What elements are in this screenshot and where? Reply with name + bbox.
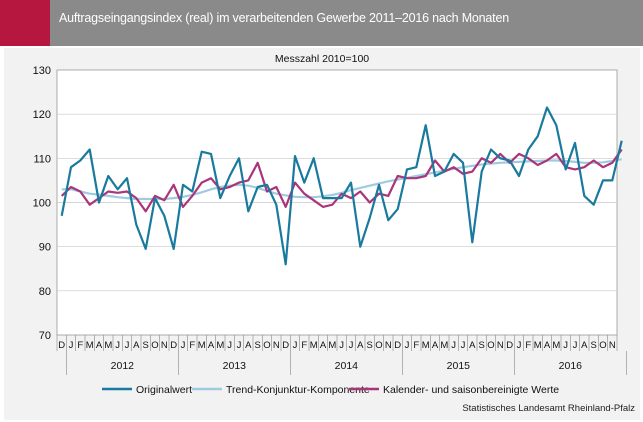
- x-tick-label: M: [440, 340, 448, 351]
- x-tick-label: J: [293, 340, 298, 351]
- x-tick-label: J: [451, 340, 456, 351]
- x-tick-label: F: [301, 340, 307, 351]
- year-label: 2014: [335, 360, 359, 372]
- x-tick-label: F: [189, 340, 195, 351]
- header-accent: [0, 0, 50, 46]
- x-tick-label: S: [254, 340, 260, 351]
- y-tick-label: 120: [33, 109, 51, 121]
- x-tick-label: M: [422, 340, 430, 351]
- x-tick-label: A: [96, 340, 103, 351]
- year-label: 2013: [223, 360, 247, 372]
- series-line-2: [60, 148, 623, 213]
- x-tick-label: A: [133, 340, 140, 351]
- x-tick-label: J: [563, 340, 568, 351]
- x-tick-label: J: [461, 340, 466, 351]
- x-tick-label: N: [609, 340, 616, 351]
- x-tick-label: J: [69, 340, 74, 351]
- x-tick-label: M: [104, 340, 112, 351]
- y-tick-label: 70: [39, 330, 51, 342]
- x-tick-label: A: [245, 340, 252, 351]
- x-tick-label: J: [573, 340, 578, 351]
- x-tick-label: A: [544, 340, 551, 351]
- x-tick-label: S: [366, 340, 372, 351]
- series-lines: [60, 106, 623, 266]
- x-tick-label: D: [506, 340, 513, 351]
- x-tick-label: J: [181, 340, 186, 351]
- legend-label: Originalwert: [136, 384, 192, 396]
- legend-label: Kalender- und saisonbereinigte Werte: [383, 384, 559, 396]
- page-title: Auftragseingangsindex (real) im verarbei…: [59, 11, 509, 25]
- x-tick-label: M: [534, 340, 542, 351]
- x-tick-label: J: [349, 340, 354, 351]
- series-line-0: [60, 106, 623, 266]
- x-tick-label: M: [216, 340, 224, 351]
- x-tick-label: A: [432, 340, 439, 351]
- x-tick-label: M: [198, 340, 206, 351]
- y-tick-label: 90: [39, 242, 51, 254]
- x-tick-label: J: [125, 340, 130, 351]
- x-tick-label: O: [151, 340, 158, 351]
- chart-subtitle: Messzahl 2010=100: [275, 53, 369, 65]
- x-tick-label: M: [328, 340, 336, 351]
- x-tick-label: J: [517, 340, 522, 351]
- x-tick-label: S: [478, 340, 484, 351]
- x-tick-label: O: [263, 340, 270, 351]
- x-tick-label: N: [161, 340, 168, 351]
- x-tick-label: O: [487, 340, 494, 351]
- x-tick-label: M: [310, 340, 318, 351]
- legend-label: Trend-Konjunktur-Komponente: [226, 384, 370, 396]
- x-tick-label: S: [590, 340, 596, 351]
- x-tick-label: J: [405, 340, 410, 351]
- y-tick-label: 130: [33, 65, 51, 77]
- y-axis: 70 80 90 100 110 120 130: [33, 65, 51, 342]
- x-tick-label: N: [273, 340, 280, 351]
- x-tick-label: F: [413, 340, 419, 351]
- x-tick-label: M: [86, 340, 94, 351]
- grid-lines: [57, 113, 617, 292]
- x-tick-label: A: [357, 340, 364, 351]
- x-tick-label: D: [170, 340, 177, 351]
- legend: Originalwert Trend-Konjunktur-Komponente K…: [102, 384, 559, 396]
- x-tick-label: A: [469, 340, 476, 351]
- year-label: 2016: [559, 360, 583, 372]
- y-tick-label: 110: [33, 153, 51, 165]
- y-tick-label: 80: [39, 286, 51, 298]
- x-tick-label: A: [208, 340, 215, 351]
- year-label: 2015: [447, 360, 471, 372]
- source-note: Statistisches Landesamt Rheinland-Pfalz: [462, 403, 635, 414]
- x-tick-label: N: [385, 340, 392, 351]
- x-tick-label: J: [227, 340, 232, 351]
- x-tick-label: S: [142, 340, 148, 351]
- x-tick-label: F: [77, 340, 83, 351]
- x-tick-label: O: [599, 340, 606, 351]
- x-tick-label: F: [525, 340, 531, 351]
- year-label: 2012: [111, 360, 135, 372]
- header-bar: Auftragseingangsindex (real) im verarbei…: [0, 0, 643, 46]
- x-tick-label: A: [320, 340, 327, 351]
- x-tick-label: J: [237, 340, 242, 351]
- x-tick-label: D: [282, 340, 289, 351]
- x-tick-label: D: [58, 340, 65, 351]
- x-tick-label: J: [115, 340, 120, 351]
- y-tick-label: 100: [33, 198, 51, 210]
- x-tick-label: O: [375, 340, 382, 351]
- x-tick-label: M: [552, 340, 560, 351]
- x-tick-label: J: [339, 340, 344, 351]
- x-tick-label: A: [581, 340, 588, 351]
- x-tick-label: N: [497, 340, 504, 351]
- x-tick-label: D: [394, 340, 401, 351]
